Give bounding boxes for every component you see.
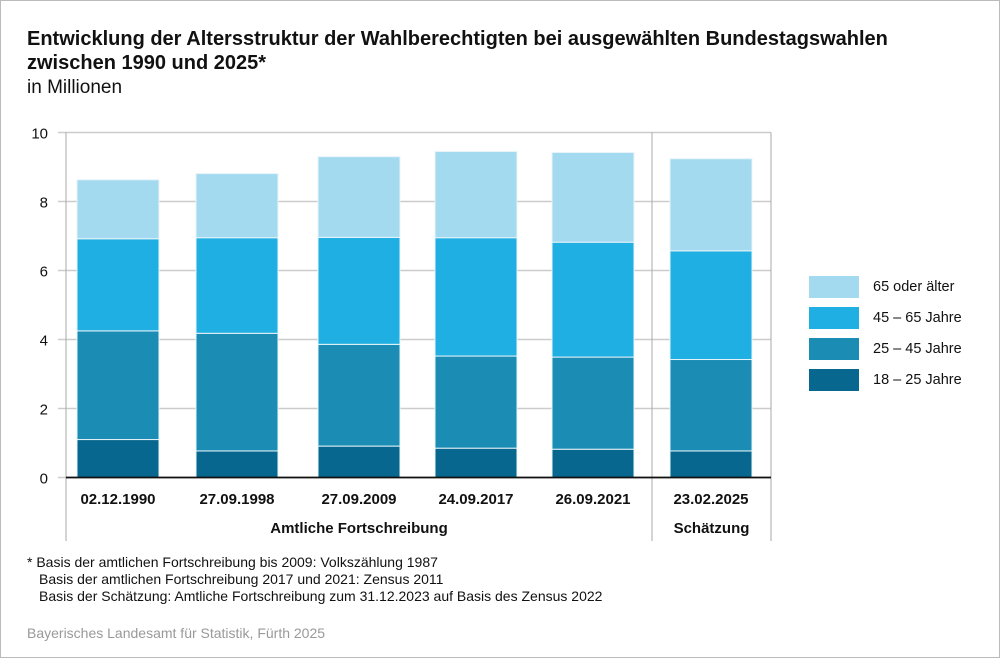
legend-label: 25 – 45 Jahre <box>873 340 962 357</box>
bar-segment-45-65-Jahre <box>669 250 753 361</box>
source-note: Bayerisches Landesamt für Statistik, Für… <box>27 625 326 641</box>
x-tick-label: 26.09.2021 <box>555 491 630 508</box>
bar-segment-45-65-Jahre <box>317 236 401 345</box>
bar-segment-18-25-Jahre <box>669 450 753 478</box>
bar-segment-25-45-Jahre <box>669 359 753 452</box>
bar-segment-25-45-Jahre <box>317 343 401 447</box>
footnote: Basis der amtlichen Fortschreibung 2017 … <box>39 571 444 587</box>
legend-label: 45 – 65 Jahre <box>873 309 962 326</box>
legend-item: 18 – 25 Jahre <box>809 364 962 395</box>
legend-label: 65 oder älter <box>873 278 955 295</box>
legend-swatch <box>809 275 859 298</box>
y-tick-label: 2 <box>40 402 48 419</box>
unit-label: in Millionen <box>27 77 123 98</box>
bar-segment-18-25-Jahre <box>551 448 635 478</box>
bar-segment-45-65-Jahre <box>434 237 518 357</box>
bar-segment-65-oder-lter <box>76 179 160 240</box>
bar-segment-45-65-Jahre <box>76 238 160 332</box>
legend-item: 45 – 65 Jahre <box>809 302 962 333</box>
legend-swatch <box>809 368 859 391</box>
x-tick-label: 24.09.2017 <box>438 491 513 508</box>
bar-segment-65-oder-lter <box>669 158 753 252</box>
bar-segment-25-45-Jahre <box>551 356 635 450</box>
bar-segment-65-oder-lter <box>434 150 518 239</box>
y-tick-label: 6 <box>40 264 48 281</box>
bar-segment-18-25-Jahre <box>195 450 279 478</box>
footnote: * Basis der amtlichen Fortschreibung bis… <box>27 554 438 570</box>
y-tick-label: 4 <box>40 333 48 350</box>
title-line-1: Entwicklung der Altersstruktur der Wahlb… <box>27 28 888 50</box>
y-tick-label: 10 <box>31 126 48 143</box>
bar-segment-65-oder-lter <box>195 173 279 239</box>
legend-swatch <box>809 337 859 360</box>
bar-segment-18-25-Jahre <box>434 447 518 478</box>
bar-segment-18-25-Jahre <box>76 439 160 478</box>
bar-segment-25-45-Jahre <box>434 355 518 449</box>
legend: 65 oder älter 45 – 65 Jahre 25 – 45 Jahre 1… <box>809 271 962 395</box>
bar-segment-18-25-Jahre <box>317 445 401 479</box>
x-tick-label: 02.12.1990 <box>80 491 155 508</box>
footnote: Basis der Schätzung: Amtliche Fortschrei… <box>39 588 603 604</box>
group-label: Schätzung <box>674 520 750 537</box>
legend-item: 25 – 45 Jahre <box>809 333 962 364</box>
legend-item: 65 oder älter <box>809 271 962 302</box>
footnotes: * Basis der amtlichen Fortschreibung bis… <box>27 554 602 605</box>
bar-segment-65-oder-lter <box>551 152 635 243</box>
x-tick-label: 23.02.2025 <box>673 491 748 508</box>
bar-segment-25-45-Jahre <box>76 330 160 441</box>
title-line-2: zwischen 1990 und 2025* <box>27 52 267 74</box>
x-tick-label: 27.09.1998 <box>199 491 274 508</box>
bar-segment-45-65-Jahre <box>551 241 635 358</box>
bar-segment-65-oder-lter <box>317 156 401 238</box>
legend-swatch <box>809 306 859 329</box>
bar-segment-45-65-Jahre <box>195 237 279 334</box>
y-tick-label: 0 <box>40 471 48 488</box>
legend-label: 18 – 25 Jahre <box>873 371 962 388</box>
group-label: Amtliche Fortschreibung <box>270 520 448 537</box>
bar-segment-25-45-Jahre <box>195 332 279 452</box>
x-tick-label: 27.09.2009 <box>321 491 396 508</box>
chart-title: Entwicklung der Altersstruktur der Wahlb… <box>27 27 888 75</box>
y-tick-label: 8 <box>40 195 48 212</box>
